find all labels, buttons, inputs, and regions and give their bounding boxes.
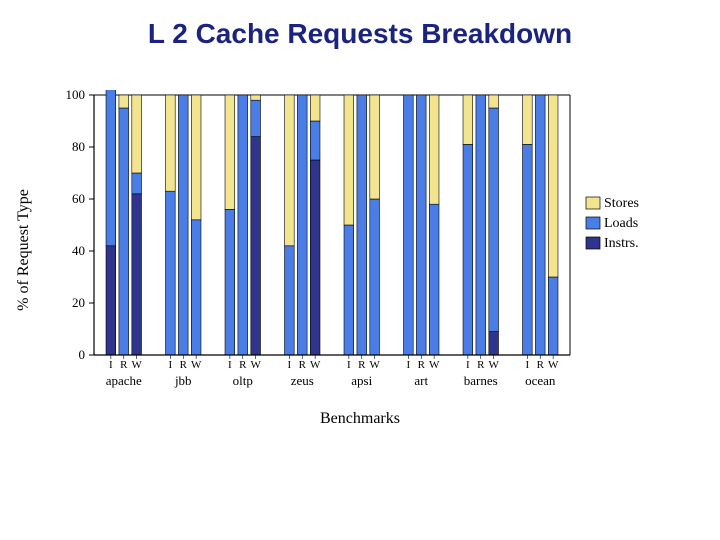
svg-text:60: 60 [72,191,85,206]
bar-segment [251,100,261,136]
bar-segment [166,191,176,355]
y-axis-label: % of Request Type [15,189,33,311]
sub-label: W [191,359,202,371]
bar-segment [463,144,473,355]
bar-segment [166,95,176,191]
legend-label: Loads [604,216,638,231]
bar-segment [523,95,533,144]
bar-segment [404,95,414,355]
chart-svg: 020406080100IRWapacheIRWjbbIRWoltpIRWzeu… [40,90,680,420]
group-label: jbb [174,373,192,388]
bar-segment [344,225,354,355]
svg-text:0: 0 [79,347,86,362]
bar-segment [285,95,295,246]
sub-label: W [548,359,559,371]
sub-label: W [131,359,142,371]
bar-segment [132,194,142,355]
sub-label: R [537,359,545,371]
bar-segment [251,137,261,355]
bar-segment [370,95,380,199]
bar-segment [416,95,426,355]
legend-swatch [586,237,600,249]
bar-segment [463,95,473,144]
sub-label: W [488,359,499,371]
legend-label: Stores [604,196,639,211]
svg-text:20: 20 [72,295,85,310]
bar-segment [523,144,533,355]
bar-segment [178,95,188,355]
group-label: barnes [464,373,498,388]
bar-segment [106,246,116,355]
bar-segment [225,95,235,209]
group-label: apache [106,373,142,388]
legend-label: Instrs. [604,236,639,251]
bar-segment [548,95,558,277]
legend-swatch [586,217,600,229]
sub-label: R [477,359,485,371]
bar-segment [238,95,248,355]
bar-segment [191,220,201,355]
sub-label: I [109,359,113,371]
sub-label: W [369,359,380,371]
bar-segment [476,95,486,355]
sub-label: I [228,359,232,371]
sub-label: R [120,359,128,371]
sub-label: R [299,359,307,371]
x-axis-label: Benchmarks [0,410,720,428]
bar-segment [132,173,142,194]
bar-segment [310,121,320,160]
bar-segment [191,95,201,220]
legend-swatch [586,197,600,209]
group-label: oltp [233,373,253,388]
bar-segment [357,95,367,355]
sub-label: R [239,359,247,371]
bar-segment [119,108,129,355]
sub-label: W [429,359,440,371]
sub-label: I [466,359,470,371]
sub-label: I [288,359,292,371]
sub-label: R [180,359,188,371]
sub-label: I [526,359,530,371]
bar-segment [251,95,261,100]
bar-segment [489,108,499,332]
sub-label: I [407,359,411,371]
svg-text:80: 80 [72,139,85,154]
bar-segment [225,209,235,355]
bar-segment [285,246,295,355]
bar-segment [429,95,439,204]
sub-label: R [418,359,426,371]
bar-segment [429,204,439,355]
bar-segment [310,95,320,121]
bar-segment [119,95,129,108]
sub-label: I [169,359,173,371]
bar-segment [310,160,320,355]
chart-container: 020406080100IRWapacheIRWjbbIRWoltpIRWzeu… [40,90,680,420]
bar-segment [297,95,307,355]
sub-label: W [310,359,321,371]
bar-segment [548,277,558,355]
group-label: apsi [351,373,372,388]
bar-segment [344,95,354,225]
bar-segment [370,199,380,355]
group-label: zeus [291,373,314,388]
svg-text:100: 100 [66,90,86,102]
bar-segment [535,95,545,355]
page-title: L 2 Cache Requests Breakdown [0,18,720,50]
bar-segment [489,332,499,355]
sub-label: I [347,359,351,371]
bar-segment [489,95,499,108]
group-label: ocean [525,373,556,388]
svg-text:40: 40 [72,243,85,258]
bar-segment [132,95,142,173]
sub-label: W [250,359,261,371]
bar-segment [106,90,116,246]
sub-label: R [358,359,366,371]
group-label: art [414,373,428,388]
